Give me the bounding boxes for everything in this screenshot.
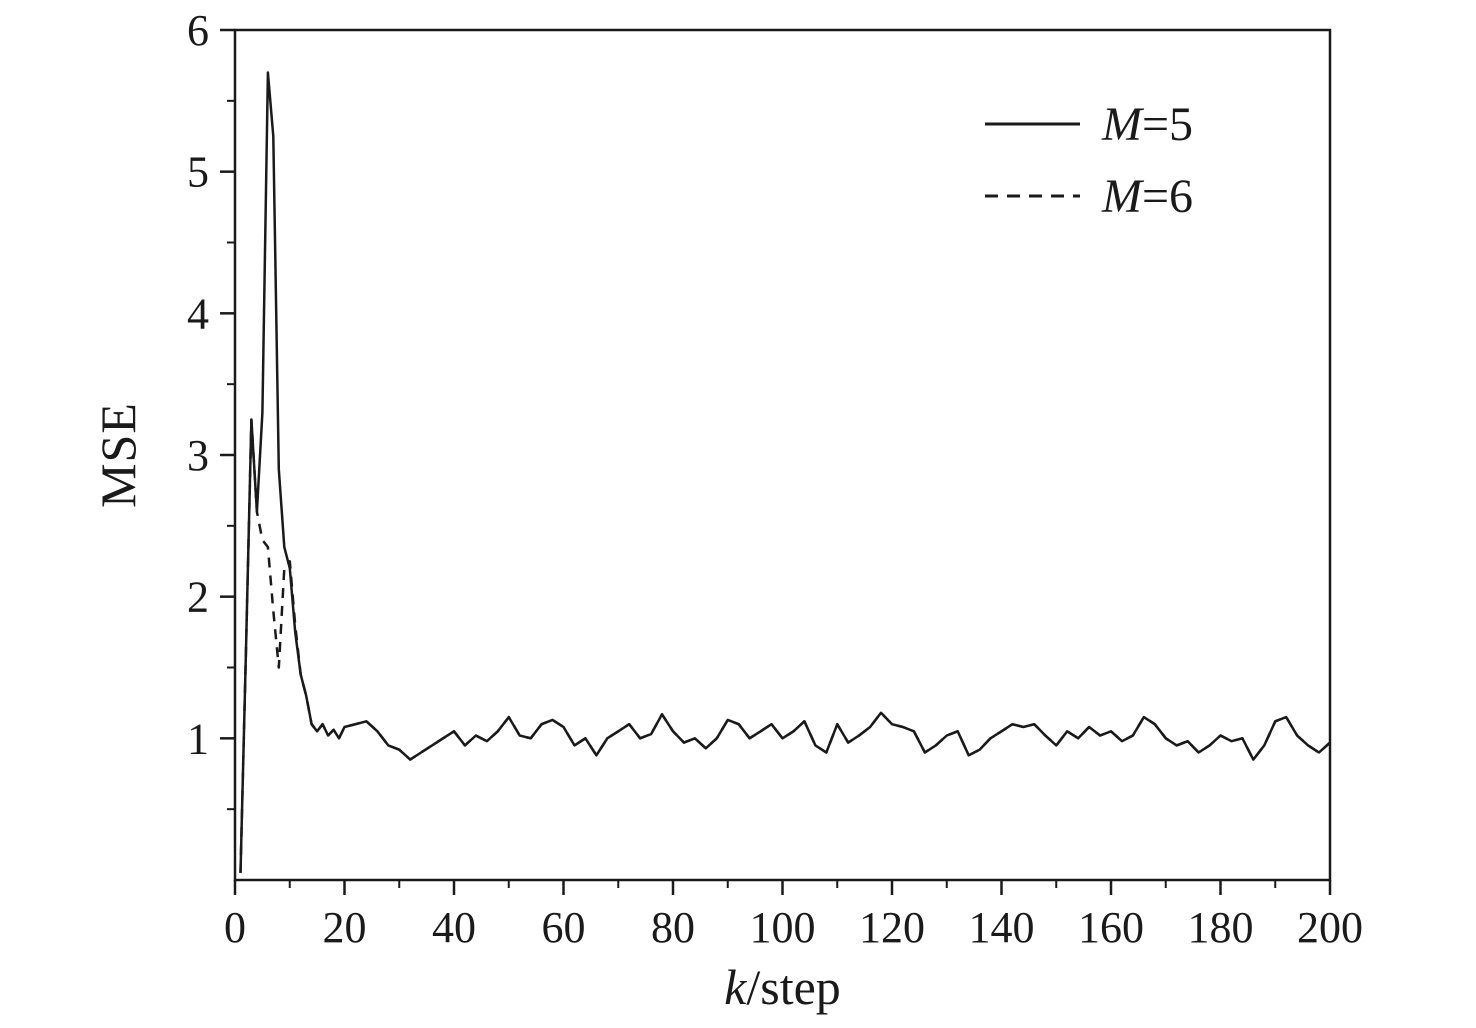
x-tick-label: 80: [651, 903, 695, 952]
y-tick-label: 5: [187, 148, 209, 197]
y-axis-label: MSE: [89, 402, 147, 508]
y-tick-label: 6: [187, 6, 209, 55]
x-tick-label: 200: [1297, 903, 1363, 952]
x-tick-label: 140: [969, 903, 1035, 952]
x-axis-label-rest: /step: [746, 959, 841, 1015]
legend-dashed-line-icon: [985, 194, 1080, 198]
series-line-m5: [239, 71, 1331, 873]
x-tick-label: 160: [1078, 903, 1144, 952]
x-tick-label: 100: [750, 903, 816, 952]
x-tick-label: 0: [224, 903, 246, 952]
legend-label-m6-rest: =6: [1141, 169, 1194, 223]
legend-label-m6: M=6: [1102, 169, 1193, 224]
y-tick-label: 2: [187, 573, 209, 622]
legend-label-m5-var: M: [1102, 97, 1142, 151]
y-tick-label: 4: [187, 289, 209, 338]
y-tick-label: 1: [187, 714, 209, 763]
y-axis-label-text: MSE: [90, 402, 146, 508]
x-tick-label: 40: [432, 903, 476, 952]
legend-item-m6: M=6: [985, 160, 1193, 232]
x-axis-label-var: k: [724, 959, 747, 1015]
x-axis-label: k/step: [235, 958, 1330, 1016]
x-tick-label: 120: [859, 903, 925, 952]
legend-label-m6-var: M: [1102, 169, 1142, 223]
x-tick-label: 20: [323, 903, 367, 952]
legend-item-m5: M=5: [985, 88, 1193, 160]
y-tick-label: 3: [187, 431, 209, 480]
legend-solid-line-icon: [985, 122, 1080, 126]
x-tick-label: 180: [1188, 903, 1254, 952]
series-line-m6: [239, 418, 1331, 873]
x-tick-label: 60: [542, 903, 586, 952]
legend: M=5 M=6: [985, 88, 1193, 232]
legend-label-m5-rest: =5: [1141, 97, 1194, 151]
legend-label-m5: M=5: [1102, 97, 1193, 152]
